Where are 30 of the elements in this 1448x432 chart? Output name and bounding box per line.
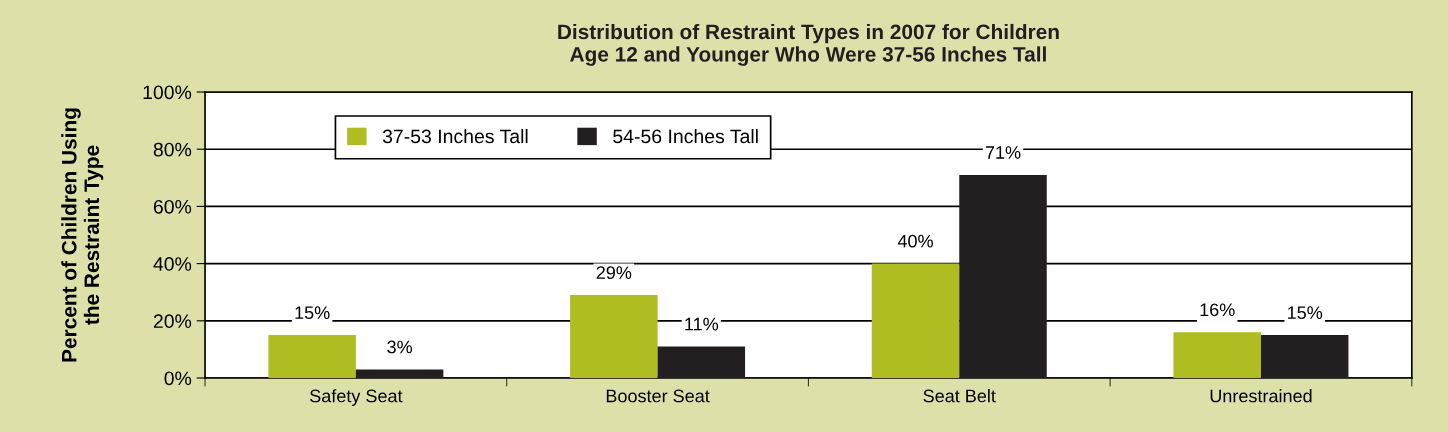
y-tick-label: 0% [164, 371, 192, 386]
y-tick-label: 100% [143, 85, 192, 100]
bar [355, 369, 444, 378]
y-tick-label: 20% [153, 314, 192, 329]
x-tick-label: Booster Seat [606, 389, 710, 403]
x-tick-label: Unrestrained [1210, 389, 1312, 403]
bar [959, 174, 1047, 378]
chart-title: Distribution of Restraint Types in 2007 for Children Age 12 and Younger Who Were 37-56 Inches Tall [558, 23, 1059, 66]
data-label: 40% [897, 234, 933, 248]
y-axis-title: Percent of Children Using the Restraint Type [61, 108, 104, 362]
data-label: 11% [685, 317, 719, 331]
data-label: 15% [295, 306, 330, 320]
y-tick-label: 60% [153, 199, 192, 214]
bar [268, 335, 356, 378]
legend-label: 37-53 Inches Tall [382, 128, 528, 144]
legend-label: 54-56 Inches Tall [613, 128, 758, 144]
data-label: 29% [596, 266, 632, 279]
bar [1173, 332, 1261, 378]
y-tick-label: 40% [153, 257, 192, 271]
bar [657, 346, 746, 378]
data-label: 16% [1200, 303, 1235, 317]
bar [570, 295, 658, 378]
bar [1260, 335, 1349, 378]
x-tick-label: Seat Belt [923, 389, 996, 403]
data-label: 3% [387, 340, 413, 354]
y-tick-label: 80% [153, 142, 192, 157]
data-label: 15% [1288, 306, 1323, 320]
bar [871, 263, 960, 378]
x-tick-label: Safety Seat [310, 389, 403, 406]
data-label: 71% [985, 146, 1021, 159]
